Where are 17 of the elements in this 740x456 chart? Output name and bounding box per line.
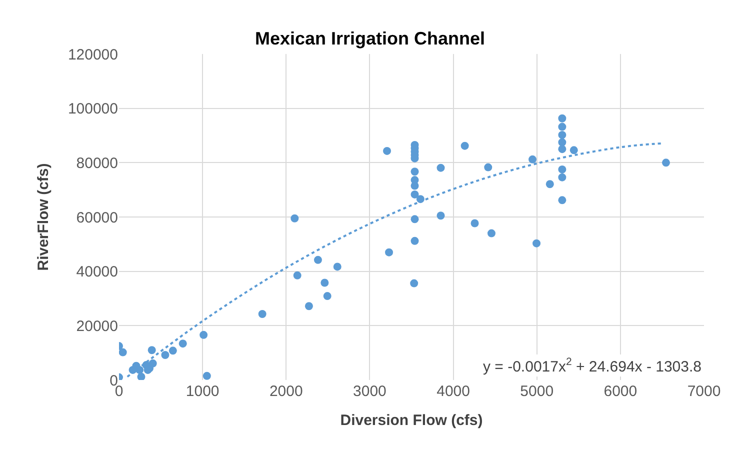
x-axis-title: Diversion Flow (cfs) bbox=[340, 412, 483, 429]
y-tick-label: 100000 bbox=[68, 100, 118, 118]
annotation: y = -0.0017x$^{2}$ + 24.694x - 1303.8 bbox=[483, 356, 702, 376]
x-tick-label: 5000 bbox=[520, 383, 554, 400]
x-tick-label: 4000 bbox=[436, 383, 470, 400]
x-tick-label: 6000 bbox=[604, 383, 638, 400]
y-tick-label: 60000 bbox=[76, 209, 118, 226]
x-tick-label: 3000 bbox=[353, 383, 386, 400]
chart-title: Mexican Irrigation Channel bbox=[254, 28, 486, 49]
x-tick-label: 1000 bbox=[186, 383, 220, 400]
x-tick-label: 7000 bbox=[687, 383, 721, 400]
y-tick-label: 40000 bbox=[76, 264, 118, 281]
y-tick-label: 20000 bbox=[76, 318, 118, 335]
y-tick-label: 120000 bbox=[68, 46, 118, 64]
y-tick-label: 80000 bbox=[76, 154, 118, 172]
y-axis-title: RiverFlow (cfs) bbox=[35, 163, 52, 271]
x-tick-label: 2000 bbox=[269, 383, 303, 400]
